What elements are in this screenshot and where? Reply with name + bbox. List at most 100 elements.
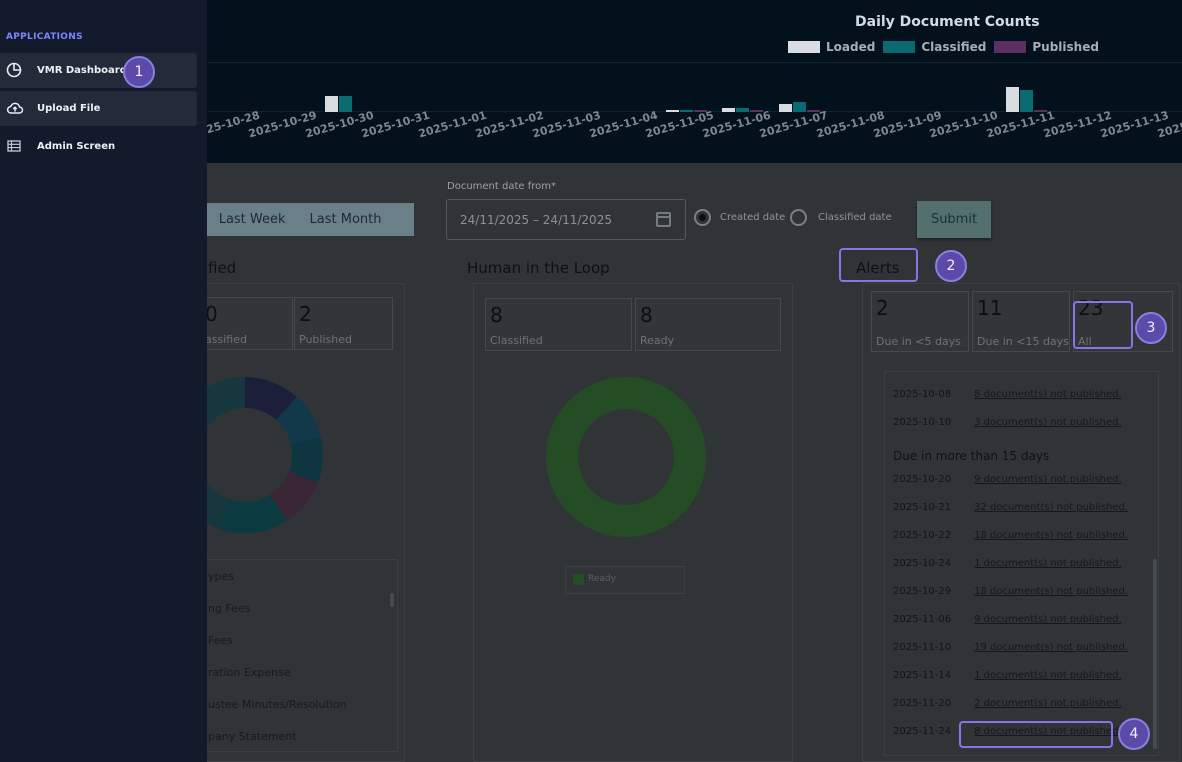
- gridline: [208, 62, 1182, 63]
- legend-swatch: [883, 41, 916, 53]
- alert-link[interactable]: 9 document(s) not published.: [974, 614, 1122, 625]
- chart-bar-loaded: [722, 108, 736, 112]
- hitl-legend: Ready: [565, 566, 685, 594]
- radio-classified-date[interactable]: [790, 209, 807, 226]
- donut-segment-ready: [546, 377, 706, 537]
- types-scrollbar[interactable]: [390, 593, 394, 607]
- list-item[interactable]: Fees: [208, 634, 233, 647]
- chart-legend: Loaded Classified Published: [788, 40, 1099, 54]
- alert-group-title: Due in more than 15 days: [893, 449, 1050, 463]
- annotation-badge: 3: [1135, 312, 1167, 344]
- list-item[interactable]: ration Expense: [208, 666, 291, 679]
- alert-row: 2025-10-29 18 document(s) not published.: [893, 586, 1128, 597]
- alert-row: 2025-11-10 19 document(s) not published.: [893, 642, 1128, 653]
- alerts-due-15-card[interactable]: 11 Due in <15 days: [972, 291, 1070, 352]
- list-item[interactable]: ng Fees: [208, 602, 251, 615]
- card-label: Classified: [490, 334, 543, 347]
- alert-date: 2025-10-20: [893, 474, 952, 485]
- tab-last-week[interactable]: Last Week: [218, 212, 286, 227]
- chart-bar-classified: [793, 102, 807, 112]
- legend-label: Loaded: [826, 40, 876, 54]
- alert-row: 2025-11-24 8 document(s) not published.: [893, 726, 1122, 737]
- alert-link[interactable]: 2 document(s) not published.: [974, 698, 1122, 709]
- chart-bar-loaded: [1006, 87, 1020, 112]
- alert-link[interactable]: 19 document(s) not published.: [974, 642, 1129, 653]
- radio-created-date[interactable]: [694, 209, 711, 226]
- list-item[interactable]: ustee Minutes/Resolution: [208, 698, 347, 711]
- alert-date: 2025-10-29: [893, 586, 952, 597]
- period-tabs: y Last Week Last Month: [175, 203, 414, 236]
- card-number: 2: [299, 302, 312, 326]
- submit-button[interactable]: Submit: [917, 201, 991, 238]
- donut-segment: [274, 397, 321, 446]
- calendar-icon[interactable]: [656, 212, 671, 227]
- alert-link[interactable]: 8 document(s) not published.: [974, 389, 1122, 400]
- chart-bar-published: [693, 110, 707, 112]
- card-label: Published: [299, 333, 352, 346]
- alert-row: 2025-11-06 9 document(s) not published.: [893, 614, 1122, 625]
- alert-link[interactable]: 9 document(s) not published.: [974, 474, 1122, 485]
- donut-segment: [244, 377, 297, 422]
- chart-bar-classified: [679, 110, 693, 112]
- donut-segment: [220, 493, 287, 534]
- table-list-icon: [7, 140, 21, 152]
- annotation-badge: 4: [1118, 718, 1150, 750]
- card-label: Ready: [640, 334, 675, 347]
- pie-chart-icon: [6, 62, 22, 78]
- radio-classified-label: Classified date: [818, 212, 892, 223]
- hitl-title: Human in the Loop: [467, 259, 610, 277]
- radio-created-label: Created date: [720, 212, 786, 223]
- date-range-input[interactable]: 24/11/2025 – 24/11/2025: [446, 199, 686, 240]
- classified-title: fied: [208, 259, 237, 277]
- published-card: 2 Published: [294, 297, 393, 350]
- legend-published[interactable]: Published: [994, 40, 1099, 54]
- sidebar-item-upload-file[interactable]: Upload File: [0, 91, 197, 126]
- chart-bar-published: [750, 110, 764, 112]
- alert-link[interactable]: 3 document(s) not published.: [974, 417, 1122, 428]
- chart-bar-published: [1034, 110, 1048, 112]
- alert-row: 2025-10-21 32 document(s) not published.: [893, 502, 1128, 513]
- card-label: Due in <15 days: [977, 335, 1069, 348]
- alert-date: 2025-11-14: [893, 670, 952, 681]
- alert-date: 2025-10-10: [893, 417, 952, 428]
- card-number: 11: [977, 296, 1003, 320]
- alerts-scrollbar[interactable]: [1153, 559, 1157, 749]
- card-number: 23: [1078, 296, 1104, 320]
- legend-loaded[interactable]: Loaded: [788, 40, 875, 54]
- sidebar-item-label: Admin Screen: [37, 141, 116, 152]
- alert-date: 2025-11-20: [893, 698, 952, 709]
- alert-date: 2025-11-24: [893, 726, 952, 737]
- alert-link[interactable]: 32 document(s) not published.: [974, 502, 1129, 513]
- chart-bar-classified: [338, 96, 352, 112]
- card-label: All: [1078, 335, 1092, 348]
- alert-row: 2025-10-24 1 document(s) not published.: [893, 558, 1122, 569]
- tab-last-month[interactable]: Last Month: [309, 212, 382, 227]
- alert-link[interactable]: 18 document(s) not published.: [974, 530, 1129, 541]
- sidebar: APPLICATIONS VMR Dashboard Upload File A…: [0, 0, 207, 762]
- legend-swatch: [788, 41, 820, 53]
- alert-link[interactable]: 18 document(s) not published.: [974, 586, 1129, 597]
- legend-swatch: [573, 574, 584, 585]
- alerts-due-5-card[interactable]: 2 Due in <5 days: [871, 291, 969, 352]
- types-header: ypes: [208, 570, 234, 583]
- legend-label: Ready: [588, 574, 616, 584]
- alert-link[interactable]: 1 document(s) not published.: [974, 670, 1122, 681]
- list-item[interactable]: pany Statement: [208, 730, 297, 743]
- card-label: Due in <5 days: [876, 335, 961, 348]
- chart-bar-loaded: [665, 110, 679, 112]
- alert-link[interactable]: 8 document(s) not published.: [974, 726, 1122, 737]
- chart-bar-classified: [1020, 90, 1034, 112]
- sidebar-item-admin-screen[interactable]: Admin Screen: [0, 129, 197, 164]
- annotation-badge: 1: [123, 56, 155, 88]
- alert-link[interactable]: 1 document(s) not published.: [974, 558, 1122, 569]
- alert-row: 2025-11-14 1 document(s) not published.: [893, 670, 1122, 681]
- legend-label: Classified: [921, 40, 987, 54]
- chart-bar-published: [807, 110, 821, 112]
- sidebar-item-vmr-dashboard[interactable]: VMR Dashboard: [0, 53, 197, 88]
- classified-card: 0 assified: [200, 297, 293, 350]
- alert-row: 2025-10-22 18 document(s) not published.: [893, 530, 1128, 541]
- legend-label: Published: [1032, 40, 1099, 54]
- legend-classified[interactable]: Classified: [883, 40, 986, 54]
- document-types-donut: [190, 377, 323, 534]
- alert-date: 2025-11-06: [893, 614, 952, 625]
